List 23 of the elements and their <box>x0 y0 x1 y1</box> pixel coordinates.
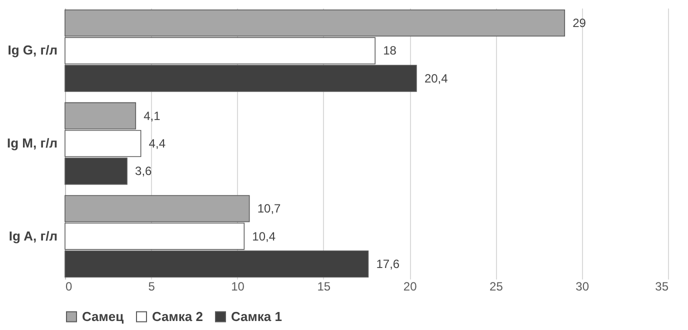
y-tick-label: Ig A, г/л <box>8 228 58 244</box>
legend-label: Самка 2 <box>152 308 203 324</box>
data-label: 18 <box>383 44 397 58</box>
x-tick-label: 30 <box>576 280 590 294</box>
x-tick-label: 15 <box>317 280 331 294</box>
data-label: 20,4 <box>424 71 448 86</box>
x-tick-label: 10 <box>231 280 245 294</box>
data-label: 3,6 <box>135 164 152 178</box>
legend-label: Самка 1 <box>231 308 282 324</box>
y-tick-label: Ig M, г/л <box>6 136 58 150</box>
data-label: 29 <box>572 16 586 30</box>
data-label: 4,1 <box>144 108 161 123</box>
data-label: 17,6 <box>376 256 400 271</box>
x-tick-label: 25 <box>490 280 504 294</box>
y-tick-label: Ig G, г/л <box>8 42 58 58</box>
x-tick-label: 5 <box>148 280 156 294</box>
x-tick-label: 0 <box>66 280 72 294</box>
x-tick-label: 20 <box>403 280 418 294</box>
x-tick-label: 35 <box>655 280 669 294</box>
data-label: 4,4 <box>148 136 166 150</box>
legend-label: Самец <box>82 308 124 324</box>
data-label: 10,7 <box>257 202 282 216</box>
data-label: 10,4 <box>252 229 276 244</box>
